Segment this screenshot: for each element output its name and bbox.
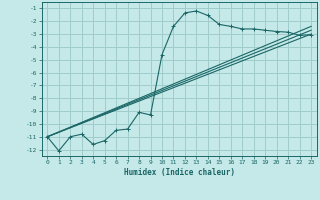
- X-axis label: Humidex (Indice chaleur): Humidex (Indice chaleur): [124, 168, 235, 177]
